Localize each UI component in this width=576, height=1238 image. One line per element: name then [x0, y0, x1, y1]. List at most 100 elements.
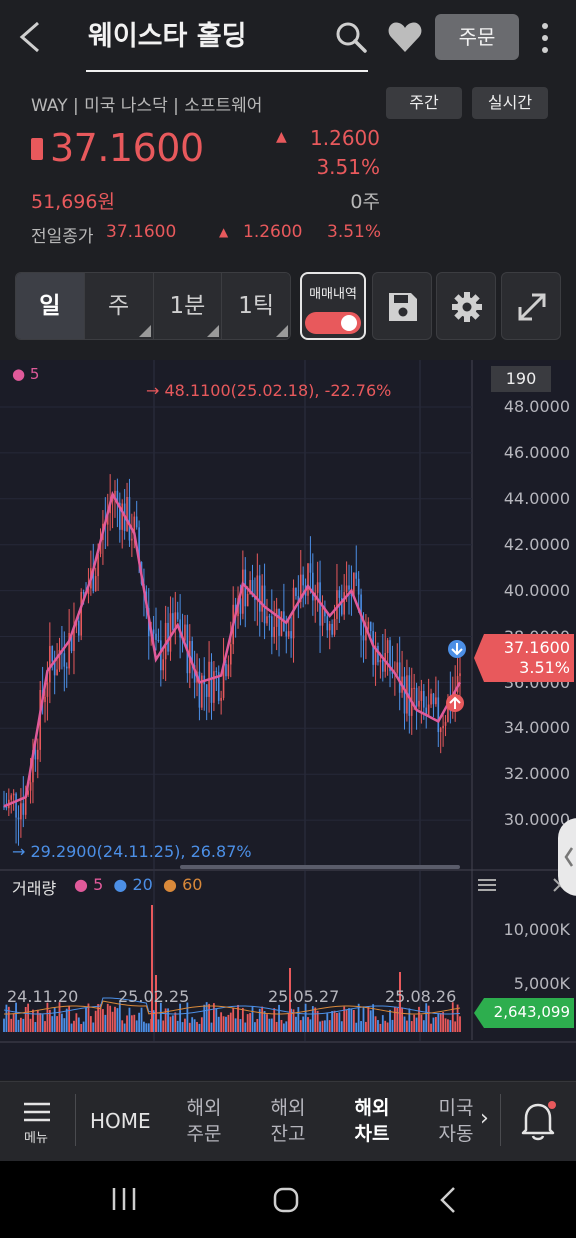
- volume-tick: 5,000K: [513, 974, 570, 993]
- volume-bar: [393, 1007, 396, 1032]
- candle-body: [133, 516, 136, 539]
- volume-bar: [121, 1020, 124, 1032]
- period-week[interactable]: 주: [84, 273, 154, 339]
- home-icon[interactable]: [272, 1186, 300, 1218]
- period-day[interactable]: 일: [16, 273, 85, 339]
- candle-body: [22, 803, 25, 815]
- volume-bar: [159, 1002, 162, 1032]
- volume-bar: [53, 1007, 56, 1032]
- volume-bar: [198, 1023, 201, 1032]
- volume-bar: [459, 1016, 461, 1032]
- candle-body: [17, 817, 20, 820]
- volume-bar: [73, 1020, 75, 1032]
- volume-bar: [193, 1019, 196, 1032]
- candle-body: [280, 611, 283, 636]
- search-icon[interactable]: [334, 20, 368, 58]
- volume-bar: [355, 1022, 358, 1032]
- candle-count: 190: [491, 366, 551, 392]
- volume-bar: [401, 1007, 403, 1032]
- volume-bar: [203, 1004, 206, 1032]
- volume-bar: [442, 1012, 445, 1032]
- volume-bar: [273, 1008, 276, 1032]
- volume-bar: [232, 1007, 235, 1032]
- volume-bar: [323, 1020, 326, 1032]
- system-nav-bar: [0, 1161, 576, 1238]
- fullscreen-button[interactable]: [501, 272, 561, 340]
- volume-bar: [360, 1021, 362, 1032]
- order-button[interactable]: 주문: [435, 14, 519, 60]
- volume-bar: [447, 1019, 449, 1032]
- volume-bar: [39, 1013, 42, 1032]
- period-1min[interactable]: 1분: [153, 273, 223, 339]
- volume-bar: [239, 1019, 242, 1032]
- volume-bar: [326, 1013, 329, 1032]
- nav-overseas-chart[interactable]: 해외 차트: [354, 1097, 390, 1145]
- candle-body: [340, 597, 343, 615]
- nav-overseas-balance[interactable]: 해외 잔고: [270, 1097, 306, 1145]
- candle-body: [254, 596, 256, 601]
- volume-bar: [15, 1002, 17, 1032]
- volume-bar: [396, 1007, 399, 1032]
- volume-bar: [92, 1022, 95, 1032]
- volume-tag: [474, 998, 574, 1028]
- save-button[interactable]: [372, 272, 432, 340]
- candle-body: [205, 684, 208, 697]
- volume-bar: [36, 1009, 39, 1032]
- y-tick: 42.0000: [503, 535, 570, 554]
- candle-body: [68, 632, 70, 669]
- volume-bar: [179, 1003, 182, 1032]
- candle-body: [251, 580, 254, 597]
- period-1tick[interactable]: 1틱: [222, 273, 290, 339]
- volume-bar: [111, 1011, 114, 1032]
- candle-body: [249, 580, 251, 594]
- candle-body: [220, 697, 222, 701]
- back-nav-icon[interactable]: [438, 1186, 458, 1218]
- volume-bar: [437, 1013, 440, 1032]
- candle-body: [73, 625, 75, 651]
- hamburger-icon[interactable]: [478, 877, 496, 896]
- candle-body: [418, 700, 420, 707]
- settings-button[interactable]: [436, 272, 496, 340]
- period-selector: 일 주 1분 1틱: [15, 272, 291, 340]
- volume-bar: [44, 1021, 46, 1032]
- candle-body: [343, 592, 345, 615]
- back-icon[interactable]: [18, 20, 42, 58]
- chevron-right-icon[interactable]: ›: [480, 1106, 489, 1131]
- volume-bar: [389, 1009, 391, 1032]
- toggle-knob: [341, 315, 357, 331]
- volume-bar: [3, 1018, 5, 1032]
- candle-body: [386, 640, 389, 654]
- bell-icon[interactable]: [520, 1100, 556, 1146]
- nav-home[interactable]: HOME: [90, 1109, 151, 1133]
- volume-bar: [184, 1018, 186, 1032]
- nav-us-auto[interactable]: 미국 자동: [438, 1097, 474, 1145]
- nav-overseas-order[interactable]: 해외 주문: [186, 1097, 222, 1145]
- volume-bar: [34, 1022, 37, 1032]
- candle-body: [256, 575, 259, 601]
- volume-bar: [222, 1016, 225, 1032]
- realtime-button[interactable]: 실시간: [472, 87, 548, 119]
- candle-body: [34, 749, 37, 760]
- candle-body: [326, 616, 329, 631]
- volume-bar: [210, 1022, 213, 1032]
- more-menu-icon[interactable]: [540, 22, 550, 58]
- volume-bar: [234, 1018, 237, 1032]
- volume-bar: [176, 1020, 179, 1032]
- candle-body: [51, 646, 54, 662]
- weekly-button[interactable]: 주간: [386, 87, 462, 119]
- volume-bar: [169, 1016, 172, 1032]
- recent-apps-icon[interactable]: [110, 1186, 138, 1216]
- candle-body: [321, 607, 324, 626]
- heart-icon[interactable]: [387, 20, 423, 58]
- volume-bar: [430, 1023, 432, 1032]
- trade-volume: 0주: [350, 191, 380, 213]
- menu-icon[interactable]: [24, 1102, 50, 1126]
- volume-bar: [27, 1003, 30, 1032]
- volume-bar: [432, 1017, 435, 1032]
- side-panel-handle[interactable]: [558, 818, 576, 896]
- candle-body: [126, 497, 128, 532]
- volume-bar: [89, 1016, 92, 1032]
- price-chart[interactable]: [0, 360, 576, 1080]
- volume-bar: [299, 1020, 302, 1032]
- candle-body: [198, 671, 201, 708]
